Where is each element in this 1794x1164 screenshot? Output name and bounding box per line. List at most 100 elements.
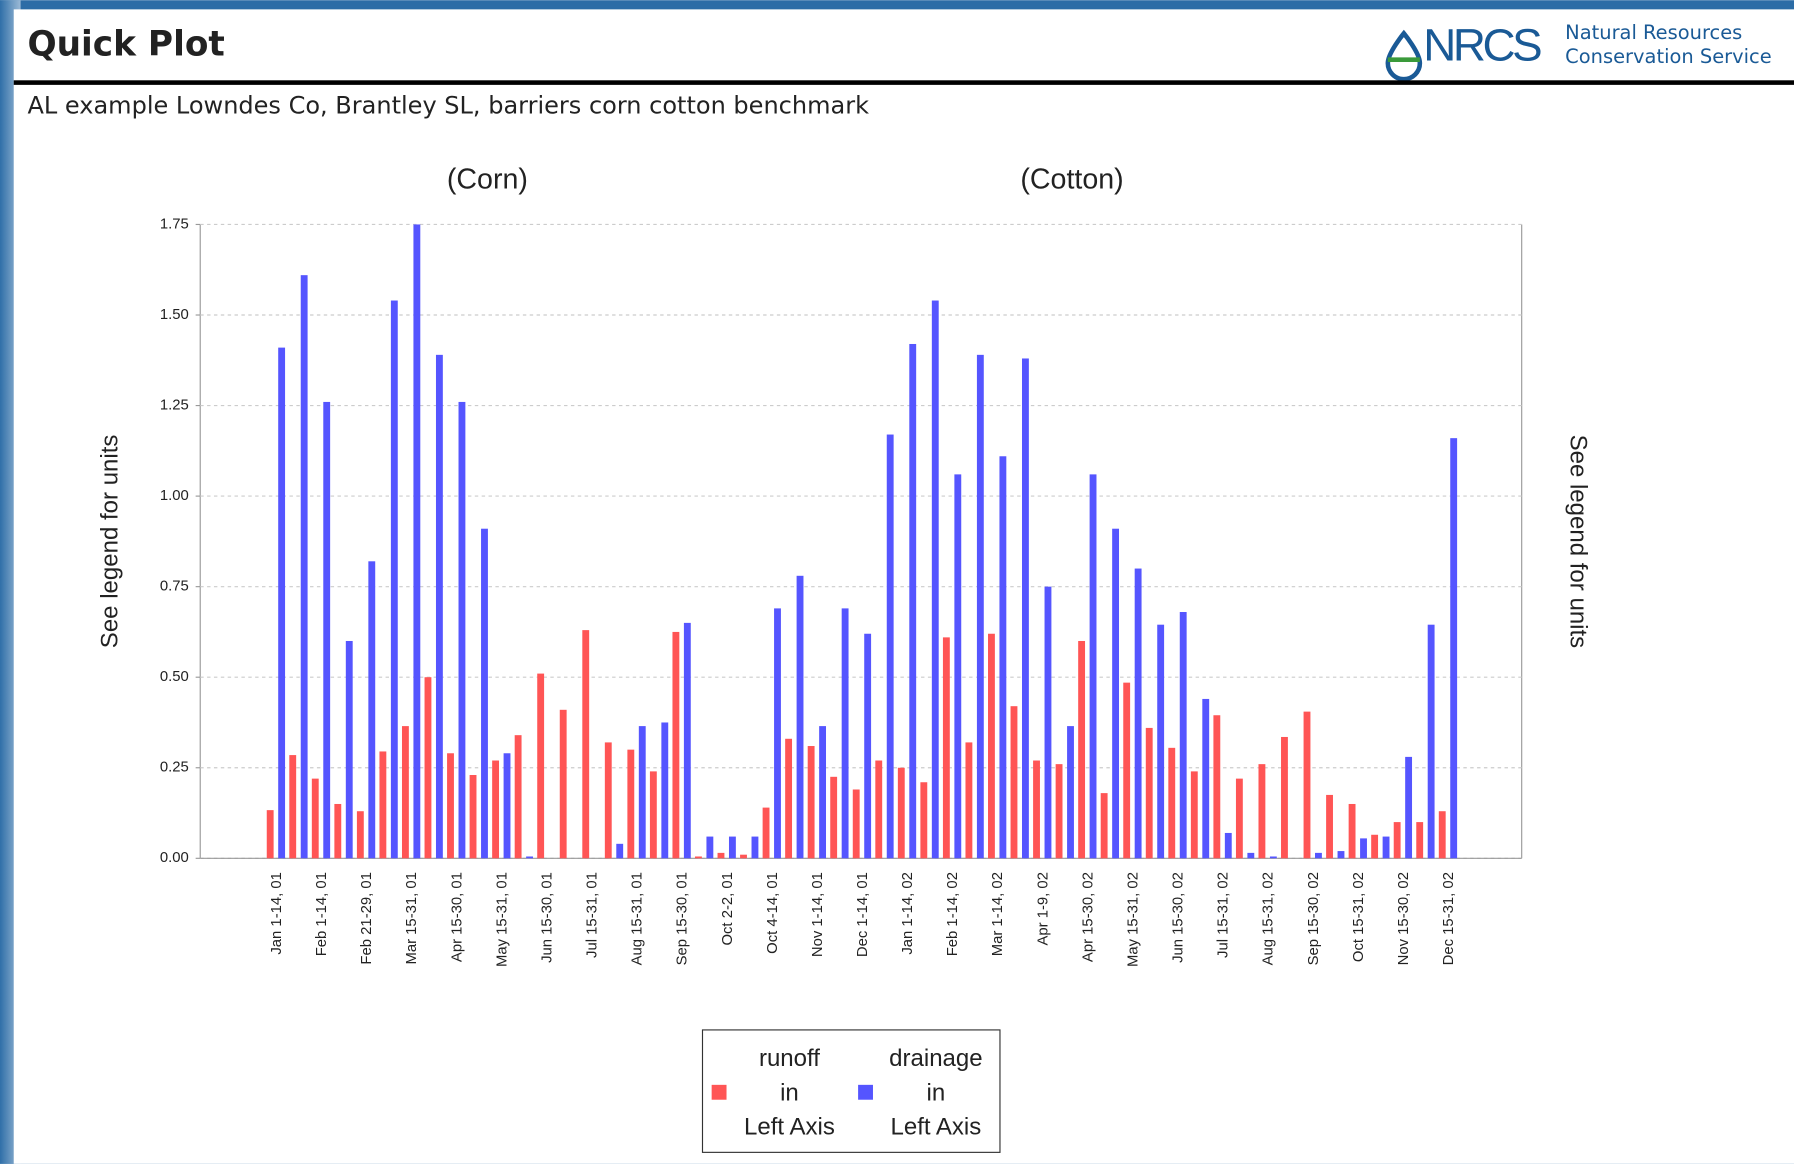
x-tick-label: Sep 15-30, 01 bbox=[675, 872, 691, 965]
bar bbox=[875, 760, 883, 859]
x-tick-label: Mar 15-31, 01 bbox=[404, 872, 420, 965]
bar bbox=[852, 789, 860, 859]
bar bbox=[1044, 586, 1052, 859]
x-tick-label: Feb 1-14, 02 bbox=[945, 872, 961, 956]
bar bbox=[942, 637, 950, 859]
bar bbox=[954, 474, 962, 859]
bar bbox=[266, 810, 274, 859]
legend-label: runoff bbox=[759, 1045, 820, 1072]
legend-unit: in bbox=[927, 1079, 946, 1106]
legend bbox=[701, 1029, 1001, 1153]
bar bbox=[356, 811, 364, 859]
x-tick-label: Oct 2-2, 01 bbox=[720, 872, 736, 946]
bar bbox=[976, 354, 984, 859]
bar bbox=[1450, 438, 1458, 859]
y-tick-label: 1.25 bbox=[160, 397, 189, 413]
bar bbox=[458, 401, 466, 859]
bar bbox=[503, 753, 511, 859]
bar bbox=[999, 456, 1007, 859]
bar bbox=[1360, 838, 1367, 859]
bar bbox=[1326, 794, 1333, 859]
bar bbox=[695, 856, 702, 859]
y-tick-label: 0.00 bbox=[160, 850, 189, 866]
bar bbox=[368, 561, 376, 859]
bar bbox=[1303, 711, 1311, 859]
legend-swatch bbox=[858, 1084, 873, 1100]
bar bbox=[706, 836, 714, 859]
bar bbox=[807, 746, 815, 859]
y-tick-label: 1.50 bbox=[160, 307, 189, 323]
agency-name: Natural Resources bbox=[1565, 21, 1742, 44]
app-title: Quick Plot bbox=[27, 24, 224, 64]
bar bbox=[909, 343, 917, 859]
x-tick-label: Apr 15-30, 02 bbox=[1080, 872, 1096, 962]
bar bbox=[1134, 568, 1142, 859]
header-rule bbox=[13, 80, 1794, 85]
bar bbox=[717, 852, 725, 859]
bar bbox=[1168, 747, 1176, 859]
bar bbox=[649, 771, 657, 859]
bar bbox=[751, 836, 759, 859]
x-tick-label: Feb 1-14, 01 bbox=[314, 872, 330, 956]
bar bbox=[1213, 715, 1221, 859]
x-tick-label: Apr 15-30, 01 bbox=[449, 872, 465, 962]
bar bbox=[740, 854, 747, 859]
bar bbox=[864, 633, 872, 859]
bar bbox=[920, 782, 928, 859]
x-tick-label: Jan 1-14, 01 bbox=[269, 872, 285, 955]
bar bbox=[1371, 834, 1379, 859]
x-tick-label: Jun 15-30, 01 bbox=[539, 872, 555, 963]
bar bbox=[1416, 822, 1424, 859]
bar bbox=[661, 722, 669, 859]
bar bbox=[1235, 778, 1243, 859]
bar bbox=[683, 622, 691, 859]
x-tick-label: May 15-31, 02 bbox=[1125, 872, 1141, 967]
bar bbox=[1010, 706, 1018, 859]
bar bbox=[1112, 528, 1120, 859]
bar bbox=[1202, 698, 1210, 859]
bar bbox=[390, 300, 398, 859]
x-tick-label: Jul 15-31, 02 bbox=[1216, 872, 1232, 958]
bar bbox=[582, 630, 590, 859]
bar bbox=[1405, 756, 1413, 859]
bar bbox=[300, 275, 308, 859]
bar bbox=[1157, 624, 1165, 859]
bar bbox=[886, 434, 894, 859]
x-tick-label: Nov 15-30, 02 bbox=[1396, 872, 1412, 965]
annotation: (Cotton) bbox=[1020, 164, 1123, 196]
bar bbox=[1382, 836, 1390, 859]
bar bbox=[537, 673, 545, 859]
bar bbox=[965, 742, 973, 859]
bar bbox=[435, 354, 443, 859]
bar bbox=[447, 753, 454, 859]
x-tick-label: Jul 15-31, 01 bbox=[585, 872, 601, 958]
bar bbox=[345, 640, 353, 859]
bar bbox=[278, 347, 286, 859]
x-tick-label: Aug 15-31, 02 bbox=[1261, 872, 1277, 965]
annotation: (Corn) bbox=[447, 164, 528, 196]
bar bbox=[1078, 640, 1086, 859]
y-tick-label: 0.25 bbox=[160, 760, 189, 776]
bar bbox=[796, 575, 804, 859]
bar bbox=[289, 755, 297, 859]
bar bbox=[1033, 760, 1040, 859]
legend-label: drainage bbox=[889, 1045, 982, 1072]
bar bbox=[1281, 736, 1288, 859]
bar bbox=[897, 767, 905, 859]
bar bbox=[672, 631, 680, 859]
y2-axis-label: See legend for units bbox=[1564, 435, 1591, 649]
x-tick-label: May 15-31, 01 bbox=[494, 872, 510, 967]
y-tick-label: 0.75 bbox=[160, 579, 189, 595]
bar bbox=[638, 726, 646, 859]
bar bbox=[627, 749, 635, 859]
bar bbox=[1427, 624, 1435, 859]
y-axis-label: See legend for units bbox=[96, 435, 123, 649]
bar bbox=[1145, 727, 1153, 859]
x-tick-label: Aug 15-31, 01 bbox=[630, 872, 646, 965]
bar bbox=[1247, 852, 1255, 859]
x-tick-label: Jan 1-14, 02 bbox=[900, 872, 916, 955]
bar bbox=[492, 760, 500, 859]
bar bbox=[1348, 803, 1356, 859]
y-tick-label: 0.50 bbox=[160, 669, 189, 685]
